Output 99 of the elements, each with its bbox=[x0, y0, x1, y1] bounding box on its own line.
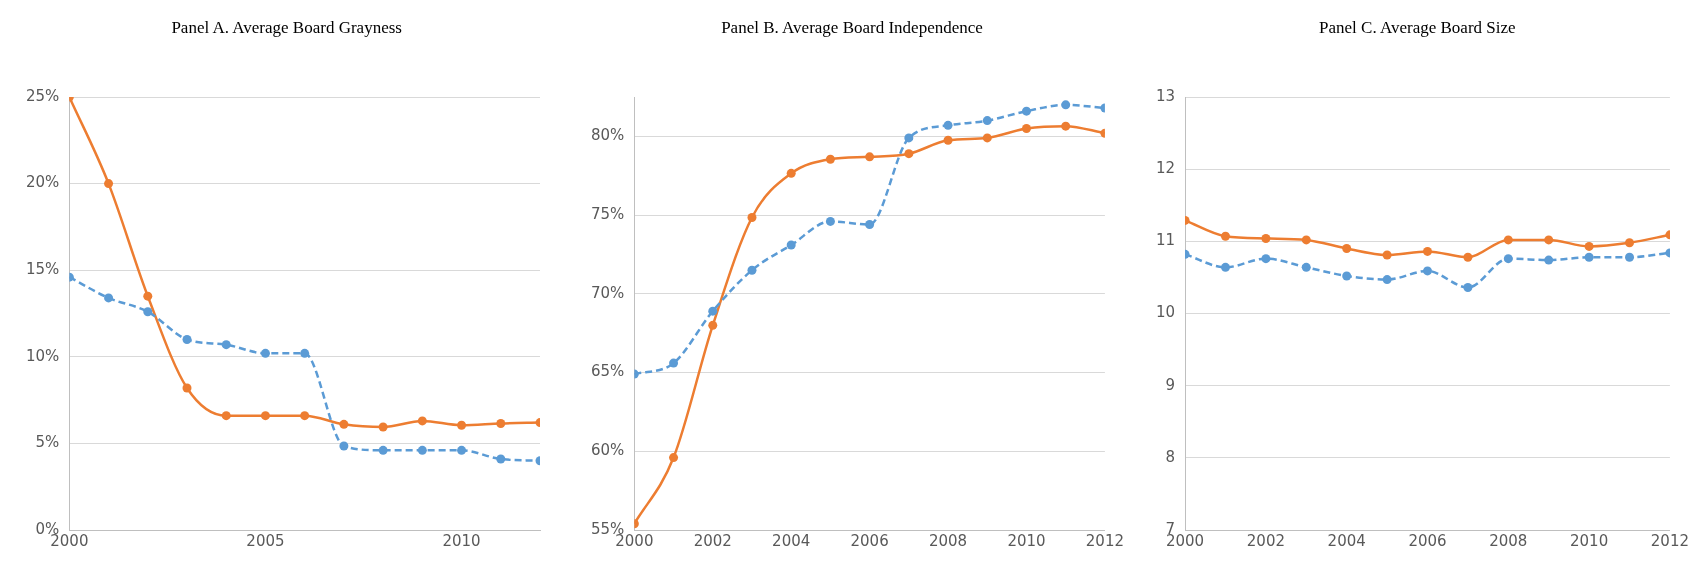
point bbox=[221, 340, 231, 350]
point bbox=[1504, 254, 1514, 264]
point bbox=[1423, 266, 1433, 276]
x-tick-label: 2012 bbox=[1651, 531, 1690, 550]
point bbox=[747, 212, 757, 222]
y-tick-label: 20% bbox=[25, 173, 59, 192]
point bbox=[378, 445, 388, 455]
x-tick-label: 2004 bbox=[772, 531, 811, 550]
x-tick-label: 2004 bbox=[1327, 531, 1367, 550]
y-tick-label: 10 bbox=[1156, 303, 1176, 322]
y-tick-label: 9 bbox=[1165, 375, 1176, 394]
point bbox=[708, 320, 718, 330]
point bbox=[378, 422, 388, 432]
point bbox=[1544, 255, 1554, 265]
point bbox=[260, 411, 270, 421]
x-tick-label: 2012 bbox=[1085, 531, 1124, 550]
chart-title: Panel B. Average Board Independence bbox=[721, 17, 983, 39]
x-tick-label: 2010 bbox=[1007, 531, 1046, 550]
point bbox=[1261, 233, 1271, 243]
point bbox=[495, 454, 505, 464]
point bbox=[904, 133, 914, 143]
point bbox=[1221, 231, 1231, 241]
point bbox=[1584, 241, 1594, 251]
point bbox=[669, 453, 679, 463]
point bbox=[865, 220, 875, 230]
point bbox=[865, 152, 875, 162]
point bbox=[103, 179, 113, 189]
point bbox=[1463, 283, 1473, 293]
point bbox=[669, 358, 679, 368]
point bbox=[904, 149, 914, 159]
point bbox=[1382, 275, 1392, 285]
x-tick-label: 2006 bbox=[850, 531, 889, 550]
x-tick-label: 2005 bbox=[246, 531, 285, 550]
y-tick-label: 8 bbox=[1165, 447, 1176, 466]
point bbox=[1221, 262, 1231, 272]
point bbox=[260, 348, 270, 358]
point bbox=[982, 116, 992, 126]
x-tick-label: 2010 bbox=[1570, 531, 1609, 550]
y-tick-label: 12 bbox=[1156, 159, 1176, 178]
y-tick-label: 11 bbox=[1156, 231, 1176, 250]
y-tick-label: 60% bbox=[590, 441, 625, 460]
point bbox=[1021, 106, 1031, 116]
point bbox=[825, 154, 835, 164]
point bbox=[1544, 235, 1554, 245]
point bbox=[825, 216, 835, 226]
point bbox=[182, 334, 192, 344]
point bbox=[456, 445, 466, 455]
y-tick-label: 25% bbox=[25, 86, 59, 105]
point bbox=[142, 307, 152, 317]
point bbox=[786, 168, 796, 178]
point bbox=[1584, 252, 1594, 262]
point bbox=[1423, 246, 1433, 256]
chart-title: Panel A. Average Board Grayness bbox=[171, 17, 402, 39]
point bbox=[943, 120, 953, 130]
y-tick-label: 15% bbox=[25, 260, 59, 279]
point bbox=[1261, 254, 1271, 264]
y-tick-label: 75% bbox=[590, 204, 625, 223]
x-tick-label: 2006 bbox=[1408, 531, 1447, 550]
point bbox=[1061, 121, 1071, 131]
x-tick-label: 2002 bbox=[1247, 531, 1286, 550]
point bbox=[1463, 252, 1473, 262]
point bbox=[1021, 123, 1031, 133]
point bbox=[1061, 100, 1071, 110]
point bbox=[943, 135, 953, 145]
point bbox=[982, 133, 992, 143]
point bbox=[1342, 271, 1352, 281]
point bbox=[1625, 252, 1635, 262]
point bbox=[417, 416, 427, 426]
point bbox=[339, 441, 349, 451]
point bbox=[299, 411, 309, 421]
y-tick-label: 70% bbox=[590, 283, 625, 302]
x-tick-label: 2008 bbox=[928, 531, 968, 550]
point bbox=[786, 240, 796, 250]
point bbox=[747, 265, 757, 275]
point bbox=[182, 383, 192, 393]
point bbox=[1382, 250, 1392, 260]
point bbox=[1342, 244, 1352, 254]
point bbox=[417, 445, 427, 455]
y-tick-label: 13 bbox=[1156, 86, 1176, 105]
point bbox=[339, 419, 349, 429]
point bbox=[1504, 235, 1514, 245]
point bbox=[142, 291, 152, 301]
point bbox=[1625, 238, 1635, 248]
point bbox=[299, 348, 309, 358]
point bbox=[495, 418, 505, 428]
y-tick-label: 5% bbox=[35, 433, 59, 452]
point bbox=[456, 420, 466, 430]
y-tick-label: 80% bbox=[590, 126, 625, 145]
point bbox=[1302, 262, 1312, 272]
point bbox=[1302, 235, 1312, 245]
point bbox=[103, 293, 113, 303]
x-tick-label: 2010 bbox=[442, 531, 481, 550]
y-tick-label: 65% bbox=[590, 362, 625, 381]
point bbox=[708, 306, 718, 316]
point bbox=[221, 411, 231, 421]
y-tick-label: 10% bbox=[25, 346, 59, 365]
x-tick-label: 2008 bbox=[1489, 531, 1528, 550]
chart-title: Panel C. Average Board Size bbox=[1319, 17, 1516, 39]
x-tick-label: 2002 bbox=[693, 531, 732, 550]
